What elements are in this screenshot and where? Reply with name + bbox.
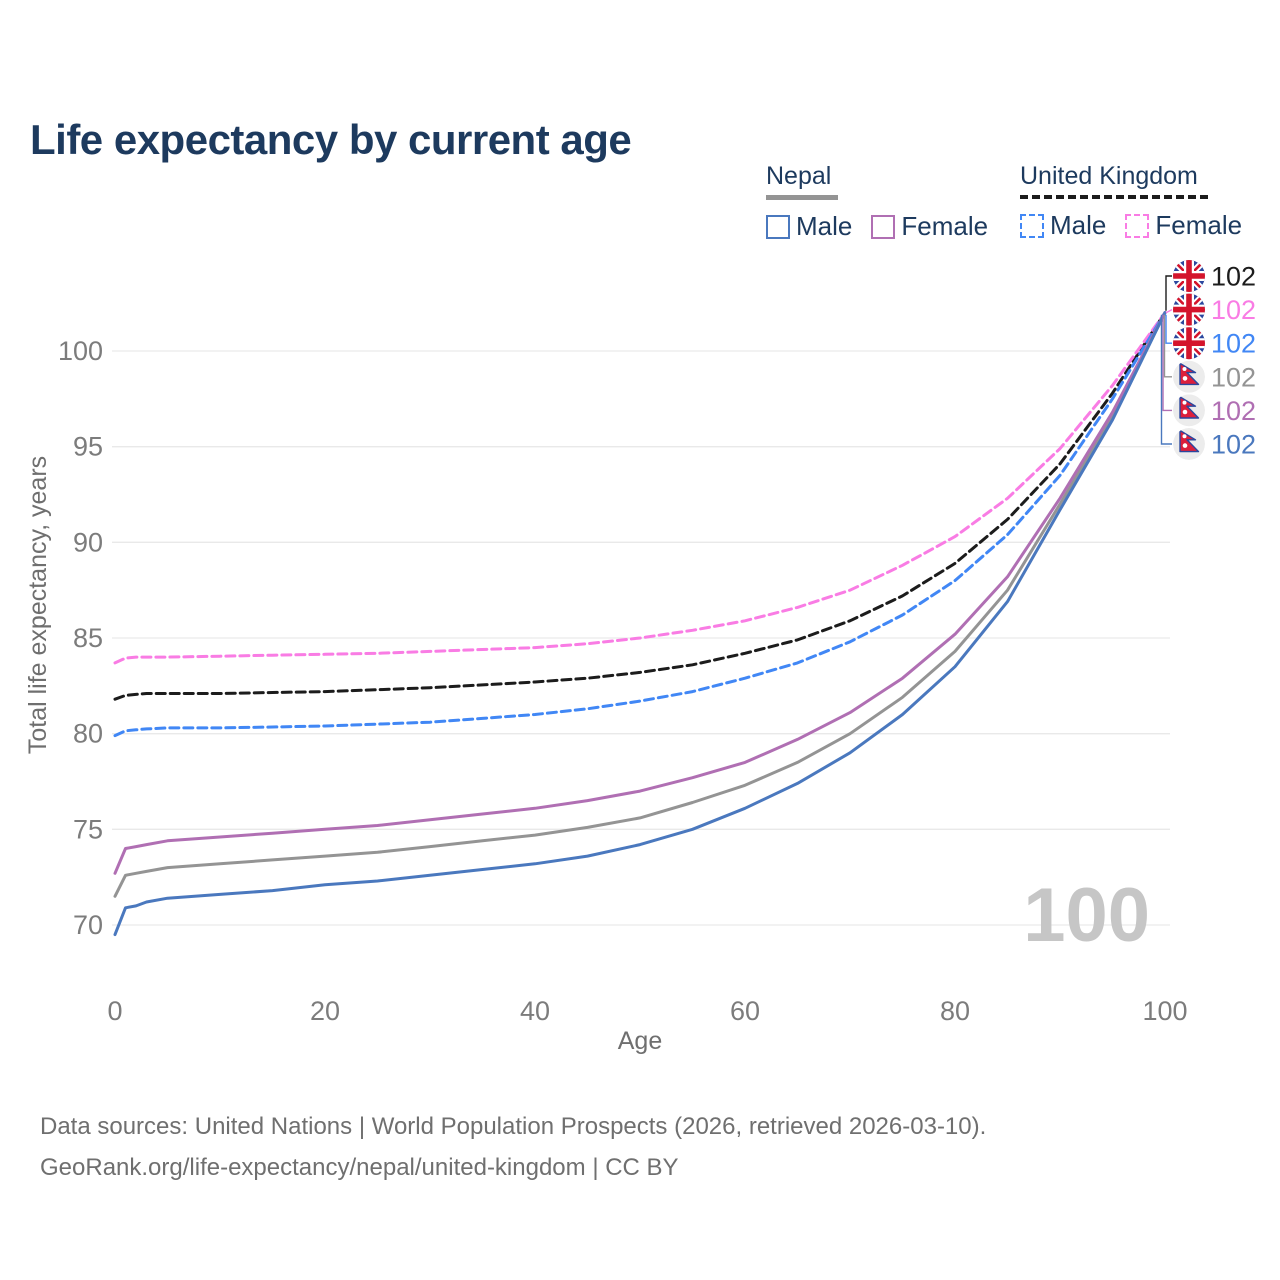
end-label-value-nepal-total: 102 — [1211, 362, 1256, 392]
series-line-united-kingdom-female — [113, 311, 1167, 665]
footer-data-sources: Data sources: United Nations | World Pop… — [40, 1113, 987, 1140]
nepal-male-swatch-icon — [766, 214, 790, 239]
series-line-nepal-total — [113, 311, 1167, 898]
legend-label: Female — [1155, 210, 1243, 240]
legend-item-uk-female[interactable]: Female — [1125, 210, 1242, 241]
end-label-value-nepal-female: 102 — [1211, 396, 1256, 426]
footer: Data sources: United Nations | World Pop… — [40, 1106, 986, 1188]
end-label-connector-nepal-female — [1162, 314, 1172, 412]
end-label-connector-nepal-male — [1160, 314, 1172, 445]
end-label-connector-nepal-total — [1163, 314, 1172, 378]
legend-item-nepal-male[interactable]: Male — [766, 211, 852, 242]
y-tick-100: 100 — [58, 336, 103, 366]
end-label-connector-united-kingdom-total — [1165, 275, 1172, 311]
end-label-value-united-kingdom-female: 102 — [1211, 295, 1256, 325]
end-label-value-nepal-male: 102 — [1211, 430, 1256, 460]
nepal-flag-icon — [1173, 394, 1205, 426]
legend-item-uk-male[interactable]: Male — [1020, 210, 1106, 241]
y-axis-title: Total life expectancy, years — [24, 456, 52, 754]
footer-attribution: GeoRank.org/life-expectancy/nepal/united… — [40, 1154, 679, 1181]
uk-female-swatch-icon — [1125, 213, 1150, 238]
series-line-united-kingdom-male — [113, 311, 1167, 738]
uk-flag-icon — [1169, 323, 1209, 363]
watermark-age: 100 — [1023, 873, 1150, 958]
nepal-flag-icon — [1173, 361, 1205, 393]
end-label-connector-united-kingdom-female — [1165, 308, 1173, 314]
uk-flag-icon — [1169, 290, 1209, 330]
end-label-connector-united-kingdom-male — [1165, 314, 1172, 344]
y-tick-75: 75 — [73, 814, 103, 844]
end-label-value-united-kingdom-male: 102 — [1211, 329, 1256, 359]
y-tick-70: 70 — [73, 910, 103, 940]
y-tick-80: 80 — [73, 719, 103, 749]
y-tick-85: 85 — [73, 623, 103, 653]
x-tick-60: 60 — [730, 996, 760, 1026]
legend-label: Male — [796, 211, 853, 241]
legend-label: Female — [901, 211, 989, 241]
nepal-flag-icon — [1173, 428, 1205, 460]
x-tick-80: 80 — [940, 996, 970, 1026]
y-tick-95: 95 — [73, 432, 103, 462]
nepal-total-line-swatch — [766, 195, 838, 200]
end-label-value-united-kingdom-total: 102 — [1211, 262, 1256, 292]
legend-label: Male — [1050, 210, 1107, 240]
series-line-united-kingdom-total — [113, 311, 1167, 701]
x-tick-0: 0 — [107, 996, 122, 1026]
page-title: Life expectancy by current age — [30, 116, 632, 164]
legend-group-nepal: Nepal Male Female — [766, 162, 988, 242]
series-line-nepal-female — [113, 311, 1167, 875]
legend-header-united-kingdom: United Kingdom — [1020, 162, 1198, 190]
uk-total-line-swatch — [1020, 195, 1208, 199]
x-tick-100: 100 — [1142, 996, 1187, 1026]
x-tick-20: 20 — [310, 996, 340, 1026]
legend-item-nepal-female[interactable]: Female — [871, 211, 988, 242]
uk-male-swatch-icon — [1020, 213, 1044, 238]
uk-flag-icon — [1169, 256, 1209, 296]
nepal-female-swatch-icon — [871, 214, 896, 239]
legend-header-nepal: Nepal — [766, 162, 832, 190]
series-line-nepal-male — [113, 311, 1167, 937]
legend-group-united-kingdom: United Kingdom Male Female — [1020, 162, 1242, 241]
x-tick-40: 40 — [520, 996, 550, 1026]
y-tick-90: 90 — [73, 527, 103, 557]
x-axis-title: Age — [618, 1027, 662, 1055]
